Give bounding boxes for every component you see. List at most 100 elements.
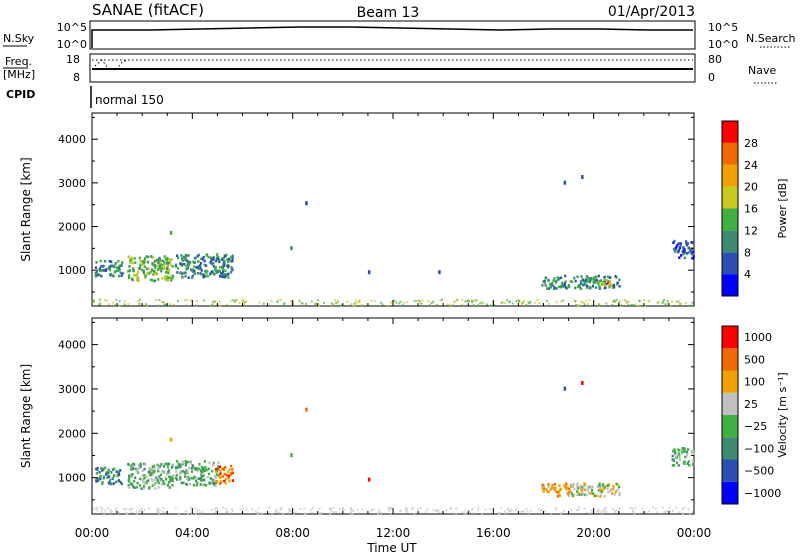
echo-point	[590, 488, 594, 492]
echo-point	[191, 467, 194, 470]
echo-point	[101, 481, 104, 484]
echo-point	[157, 470, 160, 473]
power-panel: 1000 2000 3000 4000 Slant Range [km] 4 8 12 16 20…	[19, 112, 789, 308]
ground-scatter-point	[387, 506, 390, 509]
echo-point	[199, 264, 202, 267]
ground-scatter-point	[209, 305, 212, 307]
ground-scatter-point	[378, 509, 381, 512]
ground-scatter-point	[468, 300, 470, 303]
echo-point	[606, 487, 609, 490]
echo-point	[563, 284, 566, 288]
echo-point	[153, 470, 156, 474]
echo-point	[156, 272, 159, 276]
ground-scatter-point	[288, 507, 291, 510]
echo-point	[367, 270, 371, 275]
nsky-label: N.Sky	[3, 32, 35, 45]
ground-scatter-point	[111, 510, 114, 513]
echo-point	[197, 260, 200, 264]
echo-point	[557, 491, 561, 494]
echo-point	[175, 470, 178, 473]
echo-point	[206, 274, 210, 278]
y-axis-label: Slant Range [km]	[19, 364, 33, 468]
echo-point	[209, 477, 212, 480]
y-tick-label: 1000	[58, 264, 86, 277]
ground-scatter-point	[661, 506, 664, 509]
ground-scatter-point	[334, 299, 337, 302]
ground-scatter-point	[521, 301, 524, 304]
ground-scatter-point	[310, 508, 313, 511]
cpid-mode: normal 150	[95, 93, 164, 107]
echo-point	[161, 259, 164, 262]
echo-point	[98, 268, 101, 272]
echo-point	[185, 475, 188, 478]
echo-point	[170, 274, 173, 278]
echo-point	[580, 489, 583, 492]
ground-scatter-point	[638, 299, 641, 302]
echo-point	[128, 276, 131, 280]
echo-point	[222, 467, 225, 471]
echo-point	[184, 256, 187, 259]
ground-scatter-point	[517, 298, 520, 301]
echo-point	[673, 464, 676, 467]
echo-point	[128, 486, 131, 489]
ground-scatter-point	[360, 304, 363, 306]
echo-point	[226, 470, 229, 474]
echo-point	[222, 267, 225, 271]
echo-point	[114, 262, 117, 265]
echo-point	[228, 468, 231, 472]
echo-point	[683, 250, 686, 253]
echo-point	[225, 473, 228, 477]
ground-scatter-point	[588, 299, 591, 302]
ground-scatter-point	[461, 298, 464, 301]
ground-scatter-point	[258, 301, 261, 304]
echo-point	[221, 274, 224, 277]
echo-point	[147, 255, 150, 259]
echo-point	[139, 260, 142, 263]
ground-scatter-point	[116, 512, 119, 515]
ground-scatter-point	[560, 512, 562, 515]
echo-point	[98, 267, 101, 270]
ground-scatter-point	[456, 298, 459, 301]
echo-point	[202, 256, 205, 259]
colorbar-segment	[722, 142, 738, 165]
echo-point	[163, 462, 166, 466]
ground-scatter-point	[563, 510, 566, 513]
ground-scatter-point	[678, 511, 681, 514]
echo-point	[204, 469, 207, 472]
ground-scatter-point	[370, 299, 373, 302]
echo-point	[205, 254, 208, 257]
ground-scatter-point	[123, 300, 126, 303]
echo-point	[551, 282, 554, 285]
echo-point	[187, 276, 190, 279]
ground-scatter-point	[632, 511, 635, 514]
echo-point	[160, 269, 163, 273]
ground-scatter-point	[230, 511, 233, 514]
echo-point	[112, 482, 115, 485]
echo-point	[213, 475, 217, 478]
echo-point	[136, 467, 140, 471]
ground-scatter-point	[451, 304, 454, 307]
ground-scatter-point	[239, 508, 242, 511]
ground-scatter-point	[353, 302, 356, 305]
echo-point	[604, 286, 607, 289]
echo-point	[183, 255, 186, 259]
echo-point	[154, 478, 157, 481]
echo-point	[597, 274, 600, 278]
echo-point	[598, 279, 602, 283]
ground-scatter-point	[448, 304, 451, 307]
echo-point	[137, 279, 140, 283]
echo-point	[110, 482, 113, 486]
echo-point	[127, 463, 130, 466]
echo-point	[576, 490, 579, 493]
echo-point	[194, 467, 197, 470]
ground-scatter-point	[503, 510, 506, 513]
echo-point	[672, 241, 675, 244]
ground-scatter-point	[351, 508, 353, 511]
echo-point	[681, 447, 684, 450]
ground-scatter-point	[427, 300, 430, 303]
ground-scatter-point	[158, 299, 161, 302]
echo-point	[136, 481, 139, 485]
ground-scatter-point	[177, 300, 179, 303]
echo-point	[223, 255, 226, 258]
ground-scatter-point	[562, 299, 565, 302]
